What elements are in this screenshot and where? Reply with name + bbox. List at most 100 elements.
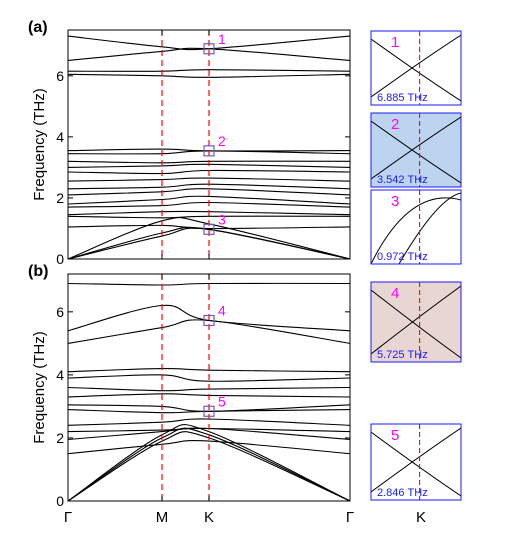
- y-tick-label: 6: [56, 304, 64, 320]
- band-line-10: [68, 183, 350, 190]
- inset-value: 3.542 THz: [377, 174, 428, 186]
- band-line-4: [68, 224, 350, 230]
- band-line-20: [68, 35, 350, 51]
- inset-1: 1 6.885 THz: [370, 30, 462, 106]
- band-line-11: [68, 386, 350, 392]
- band-group: [68, 35, 350, 259]
- band-line-7: [68, 201, 350, 208]
- inset-frame: [370, 281, 462, 363]
- marker-label-3: 3: [218, 211, 226, 227]
- y-tick-label: 0: [56, 251, 64, 267]
- inset-value: 0.972 THz: [377, 251, 428, 263]
- inset-value: 2.846 THz: [377, 487, 428, 499]
- y-tick-label: 2: [56, 430, 64, 446]
- band-line-13: [68, 163, 350, 168]
- band-line-18: [68, 69, 350, 72]
- inset-label: 2: [391, 116, 399, 133]
- inset-curve: [371, 34, 461, 98]
- panel-label: (a): [28, 19, 48, 36]
- inset-value-unit: THz: [408, 92, 428, 104]
- band-group: [68, 282, 350, 501]
- x-tick-label: Γ: [64, 509, 72, 526]
- inset-5: 5 2.846 THz: [370, 423, 462, 501]
- inset-value-unit: THz: [408, 349, 428, 361]
- band-line-15: [68, 150, 350, 155]
- inset-curve: [371, 427, 461, 493]
- marker-box-2: [203, 145, 215, 157]
- band-line-14: [68, 319, 350, 344]
- inset-value-number: 2.846: [377, 487, 405, 499]
- x-tick-label: K: [204, 509, 214, 526]
- inset-curve: [371, 285, 461, 355]
- inset-4: 4 5.725 THz: [370, 281, 462, 363]
- inset-frame: [370, 423, 462, 501]
- panel-a: 0 2 4 6 Frequency (THz) (a) 1 2 3: [28, 19, 351, 267]
- y-tick-label: 2: [56, 190, 64, 206]
- inset-value-number: 0.972: [377, 251, 405, 263]
- inset-curves: [371, 34, 461, 102]
- y-tick-label: 6: [56, 68, 64, 84]
- inset-frame: [370, 189, 462, 265]
- inset-curves: [371, 116, 461, 184]
- inset-curve: [371, 38, 461, 102]
- band-line-4: [68, 440, 350, 455]
- inset-shade: [371, 282, 461, 362]
- x-tick-label: M: [156, 509, 169, 526]
- y-axis-label: Frequency (THz): [31, 331, 48, 444]
- marker-label-5: 5: [218, 393, 226, 409]
- y-tick-label: 0: [56, 493, 64, 509]
- marker-label-4: 4: [218, 303, 226, 319]
- inset-value-number: 5.725: [377, 349, 405, 361]
- band-line-13: [68, 368, 350, 373]
- inset-frame: [370, 30, 462, 106]
- panel-b: 0 2 4 6 Frequency (THz) (b) 4 5: [28, 263, 351, 509]
- inset-curve: [371, 116, 461, 180]
- band-line-17: [68, 73, 350, 78]
- band-line-12: [68, 374, 350, 382]
- inset-value-number: 3.542: [377, 174, 405, 186]
- band-line-3: [68, 424, 350, 501]
- band-line-14: [68, 160, 350, 164]
- marker-box-1: [203, 43, 215, 55]
- y-tick-label: 4: [56, 129, 64, 145]
- marker-box-4: [203, 314, 215, 327]
- marker-label-1: 1: [218, 31, 226, 47]
- x-tick-label: Γ: [346, 509, 354, 526]
- band-line-11: [68, 177, 350, 182]
- inset-value: 5.725 THz: [377, 349, 428, 361]
- inset-value-number: 6.885: [377, 92, 405, 104]
- band-line-2: [68, 431, 350, 501]
- inset-curve: [371, 120, 461, 184]
- inset-curve: [371, 289, 461, 359]
- inset-frame: [370, 112, 462, 188]
- band-line-6: [68, 210, 350, 216]
- band-line-8: [68, 409, 350, 414]
- inset-label: 4: [391, 285, 399, 302]
- inset-curve: [371, 431, 461, 497]
- y-tick-label: 4: [56, 367, 64, 383]
- marker-box-5: [203, 405, 215, 417]
- panel-label: (b): [28, 263, 48, 280]
- inset-shade: [371, 113, 461, 187]
- band-line-6: [68, 427, 350, 433]
- inset-3: 3 0.972 THz: [370, 189, 462, 265]
- band-line-16: [68, 148, 350, 152]
- inset-label: 5: [391, 427, 399, 444]
- marker-label-2: 2: [218, 133, 226, 149]
- band-line-15: [68, 304, 350, 332]
- marker-box-3: [203, 223, 215, 235]
- inset-value-unit: THz: [408, 174, 428, 186]
- band-line-12: [68, 169, 350, 175]
- inset-2: 2 3.542 THz: [370, 112, 462, 188]
- band-line-10: [68, 393, 350, 398]
- band-line-8: [68, 195, 350, 205]
- inset-curves: [371, 192, 461, 264]
- inset-curves: [371, 285, 461, 359]
- band-line-3: [68, 217, 350, 259]
- y-axis-label: Frequency (THz): [31, 88, 48, 201]
- band-line-7: [68, 418, 350, 426]
- inset-label: 3: [391, 193, 399, 210]
- inset-value-unit: THz: [408, 251, 428, 263]
- band-line-16: [68, 282, 350, 286]
